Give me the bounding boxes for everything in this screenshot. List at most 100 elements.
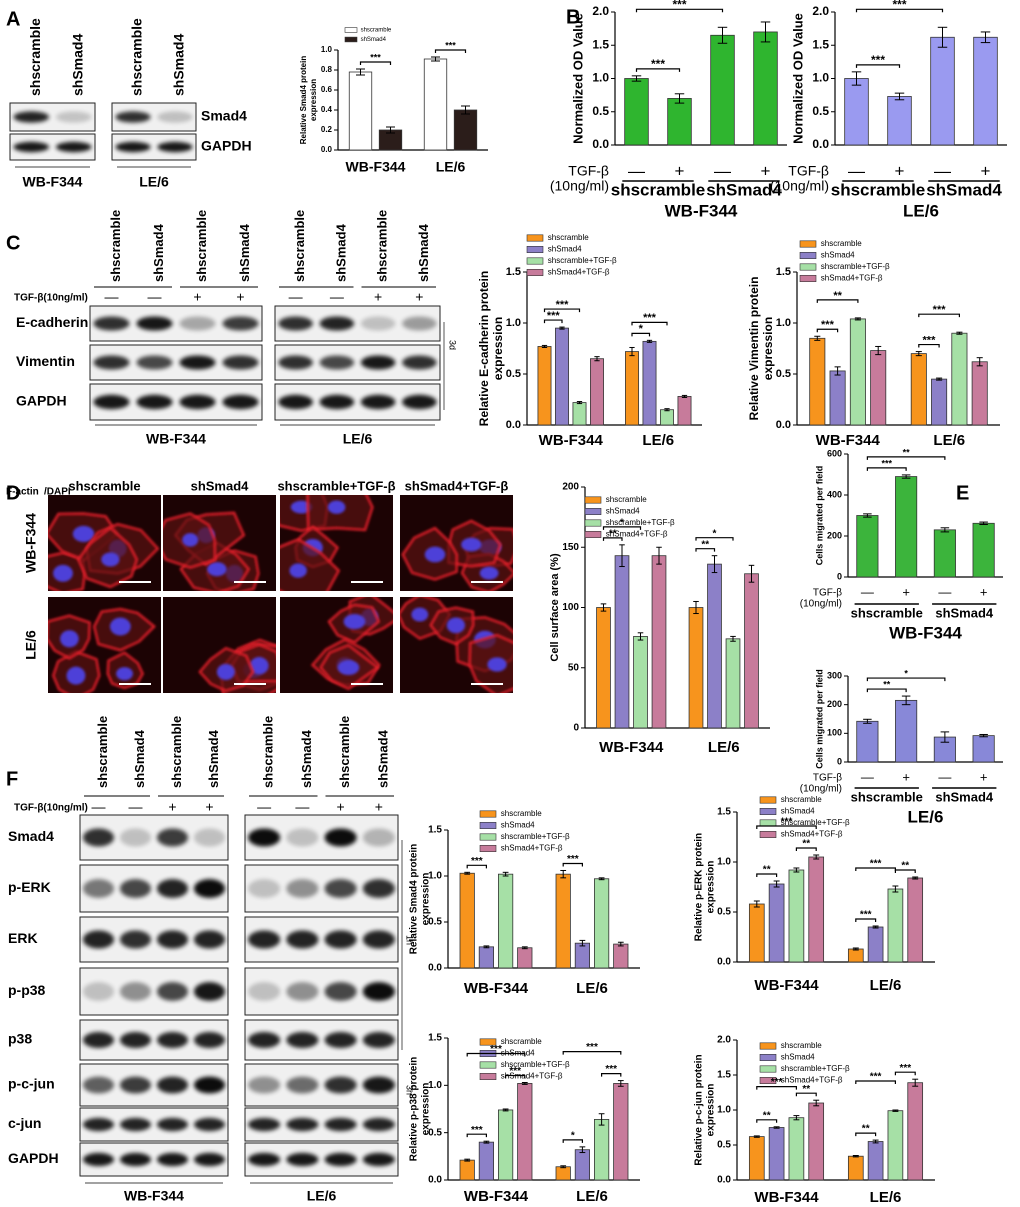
legend-swatch: [759, 830, 777, 838]
bar: [651, 555, 667, 729]
cell-outline: [280, 538, 341, 591]
blot-band: [360, 355, 396, 370]
legend-swatch: [759, 796, 777, 804]
bar: [710, 34, 735, 146]
significance-bracket: [635, 68, 681, 72]
error-bar: [464, 1158, 471, 1162]
treatment-sign: —: [257, 799, 271, 815]
x-tick-label: LE/6: [870, 977, 902, 994]
y-tick-label: 0.0: [776, 419, 791, 431]
error-bar: [386, 126, 395, 134]
bar: [613, 1083, 629, 1181]
x-tick-label: —: [861, 584, 874, 599]
treatment-sign: —: [92, 799, 106, 815]
bar: [870, 350, 887, 426]
error-bar: [753, 1135, 760, 1138]
error-bar: [600, 603, 607, 612]
error-bar: [851, 71, 862, 86]
blot-band: [193, 828, 226, 847]
column-label: shscramble+TGF-β: [277, 478, 395, 493]
bar: [614, 555, 630, 729]
x-tick-label: LE/6: [708, 739, 740, 756]
x-tick-label: —: [714, 161, 731, 180]
x-tick-label: WB-F344: [754, 977, 819, 994]
time-label: 3d: [448, 340, 458, 350]
y-tick-label: 0.0: [717, 1175, 731, 1186]
treatment-sign: +: [205, 799, 213, 815]
legend-swatch: [479, 1061, 497, 1069]
nucleus: [53, 564, 73, 582]
bar: [555, 327, 569, 426]
error-bar: [940, 731, 950, 743]
lane-label: shSmad4: [132, 729, 147, 788]
blot-band: [324, 1032, 357, 1048]
y-tick-label: 1.5: [717, 1070, 731, 1081]
significance-label: ***: [892, 0, 906, 11]
bar: [907, 877, 924, 963]
group-label: shSmad4: [935, 605, 994, 620]
blot-band: [55, 141, 92, 153]
error-bar: [813, 854, 820, 860]
error-bar: [717, 26, 728, 44]
blot-band: [157, 111, 193, 123]
error-bar: [979, 733, 988, 738]
legend-swatch: [584, 507, 602, 515]
error-bar: [619, 544, 625, 568]
treatment-sign: —: [105, 289, 119, 305]
y-axis-label: expression: [761, 317, 775, 380]
blot-band: [278, 394, 313, 410]
cell-label: WB-F344: [124, 1188, 184, 1204]
significance-bracket: [855, 64, 901, 68]
row-label: WB-F344: [23, 513, 39, 573]
blot-band: [193, 1076, 226, 1094]
significance-bracket: [866, 456, 946, 460]
significance-bracket: [756, 1119, 778, 1123]
cell-label: LE/6: [307, 1188, 337, 1204]
lane-label: shscramble: [337, 716, 352, 788]
significance-bracket: [695, 537, 734, 541]
legend-label: shscramble: [548, 233, 589, 242]
blot-band: [136, 316, 173, 331]
significance-bracket: [562, 1051, 622, 1055]
cell-label: WB-F344: [23, 174, 83, 190]
significance-label: **: [833, 290, 842, 302]
panel-letter: E: [956, 482, 969, 504]
blot-band: [248, 930, 281, 949]
blot-band: [402, 355, 437, 370]
error-bar: [541, 344, 548, 348]
lane-label: shSmad4: [151, 223, 166, 282]
blot-band: [93, 316, 130, 331]
significance-bracket: [816, 299, 859, 303]
x-tick-label: WB-F344: [346, 159, 406, 175]
y-axis-label: Relative Smad4 protein: [299, 56, 308, 145]
blot-band: [179, 394, 216, 410]
y-tick-label: 0.0: [592, 137, 609, 151]
significance-bracket: [695, 548, 716, 552]
y-tick-label: 1.5: [812, 37, 829, 51]
treatment-label: (10ng/ml): [770, 178, 829, 194]
blot-band: [82, 828, 115, 847]
y-tick-label: 200: [827, 699, 842, 709]
y-tick-label: 0.5: [428, 917, 442, 928]
x-tick-label: +: [981, 161, 991, 180]
legend-swatch: [584, 496, 602, 504]
bar: [748, 1136, 765, 1181]
bar: [788, 869, 805, 963]
lane-label: shscramble: [95, 716, 110, 788]
panel-letter: D: [6, 482, 20, 504]
significance-bracket: [602, 526, 642, 530]
significance-bracket: [866, 688, 907, 693]
bar: [572, 402, 587, 426]
error-bar: [901, 695, 911, 706]
significance-bracket: [855, 1080, 896, 1084]
significance-bracket: [816, 328, 839, 333]
y-tick-label: 0.5: [717, 907, 731, 918]
bar: [895, 476, 918, 578]
significance-label: *: [713, 528, 717, 539]
legend-swatch: [584, 519, 602, 527]
bar: [809, 337, 826, 426]
bar: [895, 699, 918, 763]
significance-label: ***: [781, 817, 793, 828]
blot-band: [278, 316, 313, 331]
x-tick-label: +: [980, 769, 988, 784]
